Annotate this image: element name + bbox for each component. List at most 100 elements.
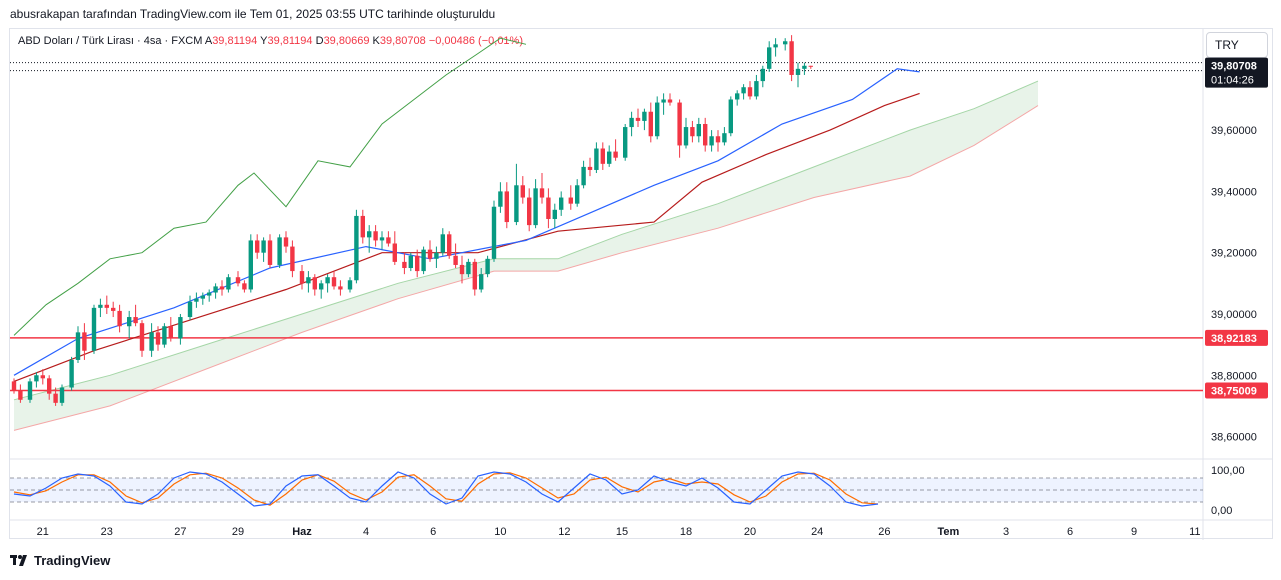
stochastic-tick-label: 100,00 — [1211, 465, 1245, 477]
candle-body — [27, 381, 33, 400]
candle-body — [290, 246, 295, 272]
candle-body — [629, 117, 634, 128]
candle-body — [104, 304, 109, 308]
currency-button[interactable]: TRY — [1206, 32, 1268, 58]
price-tick-label: 39,40000 — [1211, 186, 1257, 198]
candle-body — [728, 99, 733, 134]
candle-body — [312, 277, 317, 290]
time-tick-label: 11 — [1189, 526, 1200, 538]
candle-body — [552, 209, 557, 219]
candle-body — [306, 277, 311, 284]
snapshot-caption: abusrakapan tarafından TradingView.com i… — [10, 7, 496, 21]
time-tick-label: 26 — [878, 526, 890, 538]
candle-body — [347, 280, 353, 290]
candle-body — [367, 231, 372, 238]
candle-body — [773, 44, 778, 48]
time-tick-label: 3 — [1003, 526, 1009, 538]
candle-body — [808, 65, 813, 67]
time-tick-label: 6 — [430, 526, 436, 538]
candle-body — [802, 65, 807, 69]
candle-body — [98, 304, 103, 308]
candle-body — [386, 237, 391, 244]
close-value: 39,80708 — [379, 35, 426, 47]
candle-body — [520, 185, 525, 198]
candle-body — [18, 390, 23, 400]
candle-body — [459, 264, 465, 275]
candle-body — [117, 310, 122, 327]
candle-body — [677, 102, 682, 146]
candle-body — [760, 68, 765, 82]
candle-body — [789, 41, 794, 75]
candle-body — [91, 307, 97, 351]
senkou-span-a — [13, 80, 1039, 401]
bar-countdown-label: 01:04:26 — [1211, 75, 1254, 87]
time-tick-label: 20 — [744, 526, 756, 538]
symbol-legend: ABD Doları / Türk Lirası · 4sa · FXCM A3… — [18, 35, 523, 47]
symbol-name: ABD Doları / Türk Lirası · 4sa · FXCM — [18, 35, 203, 47]
time-tick-label: Haz — [292, 526, 312, 538]
level-price-label: 38,92183 — [1211, 333, 1257, 345]
candle-body — [408, 255, 413, 269]
candle-body — [581, 166, 586, 186]
candle-body — [587, 166, 593, 170]
stochastic-d-line — [13, 472, 879, 506]
candle-body — [735, 93, 740, 100]
candle-body — [235, 277, 241, 284]
candle-body — [155, 332, 161, 345]
candle-body — [168, 326, 173, 339]
change-value: −0,00486 (−0,01%) — [428, 35, 523, 47]
level-price-label: 38,75009 — [1211, 386, 1257, 398]
tradingview-brand: TradingView — [10, 553, 110, 568]
candle-body — [53, 393, 58, 403]
candle-body — [434, 252, 439, 259]
candle-body — [299, 271, 305, 284]
last-price-label: 39,80708 — [1211, 61, 1257, 73]
last-price-label-bg — [1205, 57, 1268, 88]
candle-body — [715, 136, 721, 143]
candle-body — [568, 197, 573, 204]
time-tick-label: 29 — [232, 526, 244, 538]
candle-body — [527, 197, 532, 226]
candle-body — [655, 102, 660, 137]
candle-body — [623, 127, 628, 158]
level-price-label-bg — [1205, 329, 1268, 346]
time-tick-label: 9 — [1131, 526, 1137, 538]
candle-body — [683, 127, 689, 146]
candle-body — [392, 243, 397, 262]
candle-body — [613, 151, 618, 158]
candle-body — [331, 277, 337, 287]
brand-name: TradingView — [34, 553, 111, 568]
candle-body — [213, 286, 218, 293]
time-tick-label: 21 — [37, 526, 49, 538]
candle-body — [472, 261, 477, 290]
candle-body — [402, 261, 407, 269]
candle-body — [754, 81, 759, 97]
candle-body — [379, 237, 385, 241]
candle-body — [709, 136, 714, 146]
time-tick-label: 15 — [616, 526, 628, 538]
time-tick-label: 18 — [680, 526, 692, 538]
candle-body — [127, 317, 132, 327]
candle-body — [415, 255, 420, 272]
candle-body — [255, 240, 260, 253]
high-value: 39,81194 — [267, 35, 313, 47]
candle-body — [498, 191, 503, 207]
candle-body — [635, 117, 641, 121]
candle-body — [427, 249, 433, 259]
candle-body — [600, 148, 605, 164]
candle-body — [447, 234, 452, 256]
low-label: D — [315, 35, 324, 47]
candle-body — [59, 387, 65, 403]
candle-body — [767, 47, 772, 69]
candle-body — [40, 375, 45, 379]
time-tick-label: 23 — [101, 526, 113, 538]
price-tick-label: 39,60000 — [1211, 125, 1257, 137]
candle-body — [11, 381, 17, 391]
candle-body — [741, 87, 746, 94]
candle-body — [242, 283, 247, 290]
candle-body — [491, 206, 497, 259]
candle-body — [162, 326, 167, 345]
candle-body — [690, 127, 695, 137]
low-value: 39,80669 — [323, 35, 370, 47]
